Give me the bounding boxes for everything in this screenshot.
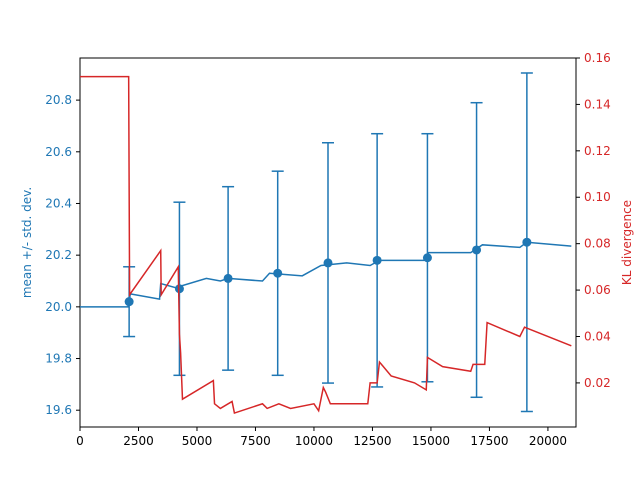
plot-frame	[79, 57, 577, 428]
mean-point	[174, 284, 184, 294]
y2-tick-label: 0.16	[584, 51, 611, 65]
x-tick-label: 20000	[529, 434, 567, 448]
data-line	[80, 241, 572, 308]
y-tick-label: 19.8	[45, 352, 72, 366]
x-tick-label: 10000	[295, 434, 333, 448]
y-axis-label: mean +/- std. dev.	[20, 187, 34, 298]
mean-point	[273, 268, 283, 278]
y-tick-label: 19.6	[45, 403, 72, 417]
y2-tick-label: 0.04	[584, 329, 611, 343]
x-tick-label: 2500	[123, 434, 154, 448]
x-tick-label: 7500	[240, 434, 271, 448]
x-tick-label: 5000	[182, 434, 213, 448]
y-tick-label: 20.8	[45, 93, 72, 107]
y2-tick-label: 0.10	[584, 190, 611, 204]
y-tick-label: 20.6	[45, 145, 72, 159]
x-tick-label: 0	[76, 434, 84, 448]
mean-point	[223, 273, 233, 283]
mean-point	[323, 258, 333, 268]
mean-point	[522, 237, 532, 247]
y-tick-label: 20.0	[45, 300, 72, 314]
x-tick-label: 12500	[353, 434, 391, 448]
y2-tick-label: 0.14	[584, 97, 611, 111]
mean-point	[124, 297, 134, 307]
y2-tick-label: 0.02	[584, 376, 611, 390]
x-tick-label: 17500	[470, 434, 508, 448]
y2-tick-label: 0.08	[584, 237, 611, 251]
y2-tick-label: 0.12	[584, 144, 611, 158]
mean-point	[372, 255, 382, 265]
y2-tick-label: 0.06	[584, 283, 611, 297]
y-tick-label: 20.4	[45, 196, 72, 210]
mean-point	[472, 245, 482, 255]
y2-axis-label: KL divergence	[620, 200, 634, 285]
x-tick-label: 15000	[412, 434, 450, 448]
mean-point	[422, 253, 432, 263]
data-line	[80, 75, 572, 415]
y-tick-label: 20.2	[45, 248, 72, 262]
